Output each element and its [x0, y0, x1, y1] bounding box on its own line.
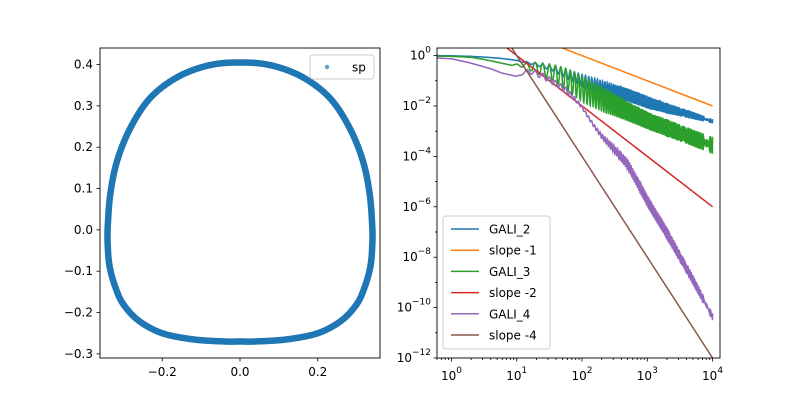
right-panel: 100 101 102 103 10410−1210−1010−810−610−410−… [397, 46, 724, 383]
y-tick-label-base: 10 [397, 351, 412, 365]
y-tick-label: 0.2 [74, 140, 93, 154]
legend-label-sp: sp [352, 61, 366, 75]
y-tick-label-base: 10 [402, 149, 417, 163]
y-tick-label-base: 10 [402, 200, 417, 214]
x-tick-label-exponent: 1 [522, 366, 528, 376]
y-tick-label: 10−8 [402, 247, 431, 264]
x-tick-label: −0.2 [148, 365, 177, 379]
left-axes-frame [99, 47, 381, 359]
x-tick-label-base: 10 [702, 369, 717, 383]
x-tick-label: 0.2 [308, 365, 327, 379]
y-tick-label: 0.0 [74, 223, 93, 237]
scatter-point [235, 59, 241, 66]
x-tick-label: 100 [441, 366, 462, 383]
legend-label: GALI_4 [489, 307, 530, 321]
y-tick-label-exponent: −8 [418, 247, 432, 257]
y-tick-label-base: 10 [402, 99, 417, 113]
y-tick-label: −0.3 [64, 347, 93, 361]
x-tick-label: 0.0 [230, 365, 249, 379]
series-line-slope-2 [505, 48, 714, 208]
y-tick-label-exponent: 0 [425, 46, 431, 56]
y-tick-label: 10−10 [397, 298, 432, 315]
x-tick-label: 103 [637, 366, 658, 383]
legend-label: slope -2 [489, 286, 537, 300]
x-tick-label-base: 10 [637, 369, 652, 383]
y-tick-label: −0.1 [64, 264, 93, 278]
x-tick-label-base: 10 [506, 369, 521, 383]
x-tick-label-exponent: 3 [652, 366, 658, 376]
x-tick-label-base: 10 [441, 369, 456, 383]
y-tick-label-exponent: −4 [418, 146, 432, 156]
right-plot-area [437, 48, 714, 358]
y-tick-label: −0.2 [64, 306, 93, 320]
legend-marker-sp [324, 64, 330, 70]
legend-label: GALI_2 [489, 223, 530, 237]
x-tick-label-base: 10 [572, 369, 587, 383]
y-tick-label: 10−2 [402, 96, 431, 113]
y-tick-label: 0.3 [74, 99, 93, 113]
y-tick-label-exponent: −12 [412, 348, 431, 358]
y-tick-label: 0.4 [74, 58, 93, 72]
x-tick-label: 101 [506, 366, 527, 383]
y-tick-label: 100 [410, 46, 431, 63]
series-line-gali-4 [437, 57, 714, 321]
legend-label: slope -4 [489, 329, 537, 343]
y-tick-label-exponent: −2 [418, 96, 431, 106]
legend-label: GALI_3 [489, 265, 530, 279]
y-tick-label: 10−12 [397, 348, 431, 365]
x-tick-label-exponent: 0 [456, 366, 462, 376]
series-line-slope-1 [560, 48, 713, 107]
y-tick-label-base: 10 [402, 250, 417, 264]
right-legend-box [442, 215, 551, 350]
x-tick-label-exponent: 2 [587, 366, 593, 376]
series-line-slope-4 [510, 48, 714, 358]
legend-label: slope -1 [489, 244, 537, 258]
left-panel: −0.2 0.0 0.2 −0.3 −0.2 −0.1 0.0 0.1 0.2 0.3 0.4 sp [64, 47, 381, 379]
y-tick-label-exponent: −10 [412, 298, 431, 308]
x-tick-label-exponent: 4 [717, 366, 723, 376]
x-tick-label: 104 [702, 366, 723, 383]
x-tick-label: 102 [572, 366, 593, 383]
right-axes-frame [436, 47, 721, 359]
y-tick-label-base: 10 [397, 301, 412, 315]
series-line-gali-3 [437, 55, 714, 154]
y-tick-label-exponent: −6 [418, 197, 432, 207]
left-legend-box [309, 54, 375, 80]
y-tick-label-base: 10 [410, 49, 425, 63]
y-tick-label: 0.1 [74, 182, 93, 196]
y-tick-label: 10−6 [402, 197, 431, 214]
y-tick-label: 10−4 [402, 146, 431, 163]
